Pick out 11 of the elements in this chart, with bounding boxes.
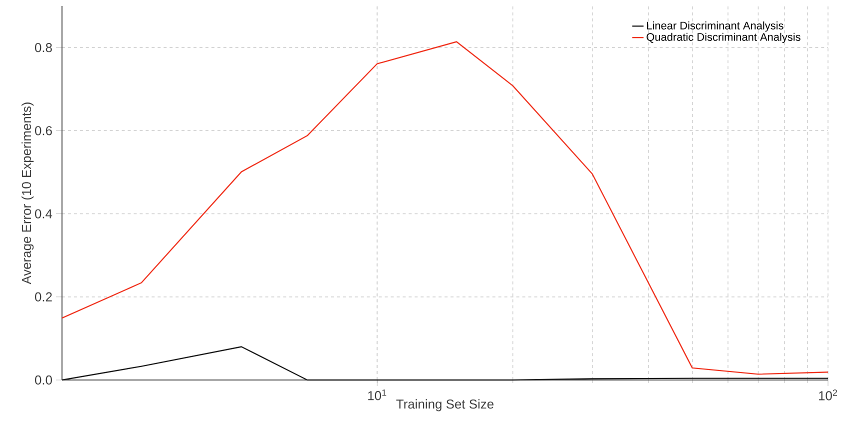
- y-axis-title: Average Error (10 Experiments): [22, 102, 34, 284]
- y-tick-label: 0.6: [34, 126, 52, 136]
- x-tick-label: 10$^{1}$: [368, 390, 386, 400]
- y-tick-label: 0.8: [34, 42, 52, 52]
- y-tick-label: 0.2: [34, 292, 52, 302]
- y-tick-label: 0.0: [34, 375, 52, 385]
- x-axis-title: Training Set Size: [396, 399, 494, 412]
- legend-label: Linear Discriminant Analysis: [647, 21, 784, 32]
- x-tick-label: 10$^{2}$: [819, 390, 838, 400]
- legend-label: Quadratic Discriminant Analysis: [646, 32, 800, 44]
- y-tick-label: 0.4: [34, 209, 52, 218]
